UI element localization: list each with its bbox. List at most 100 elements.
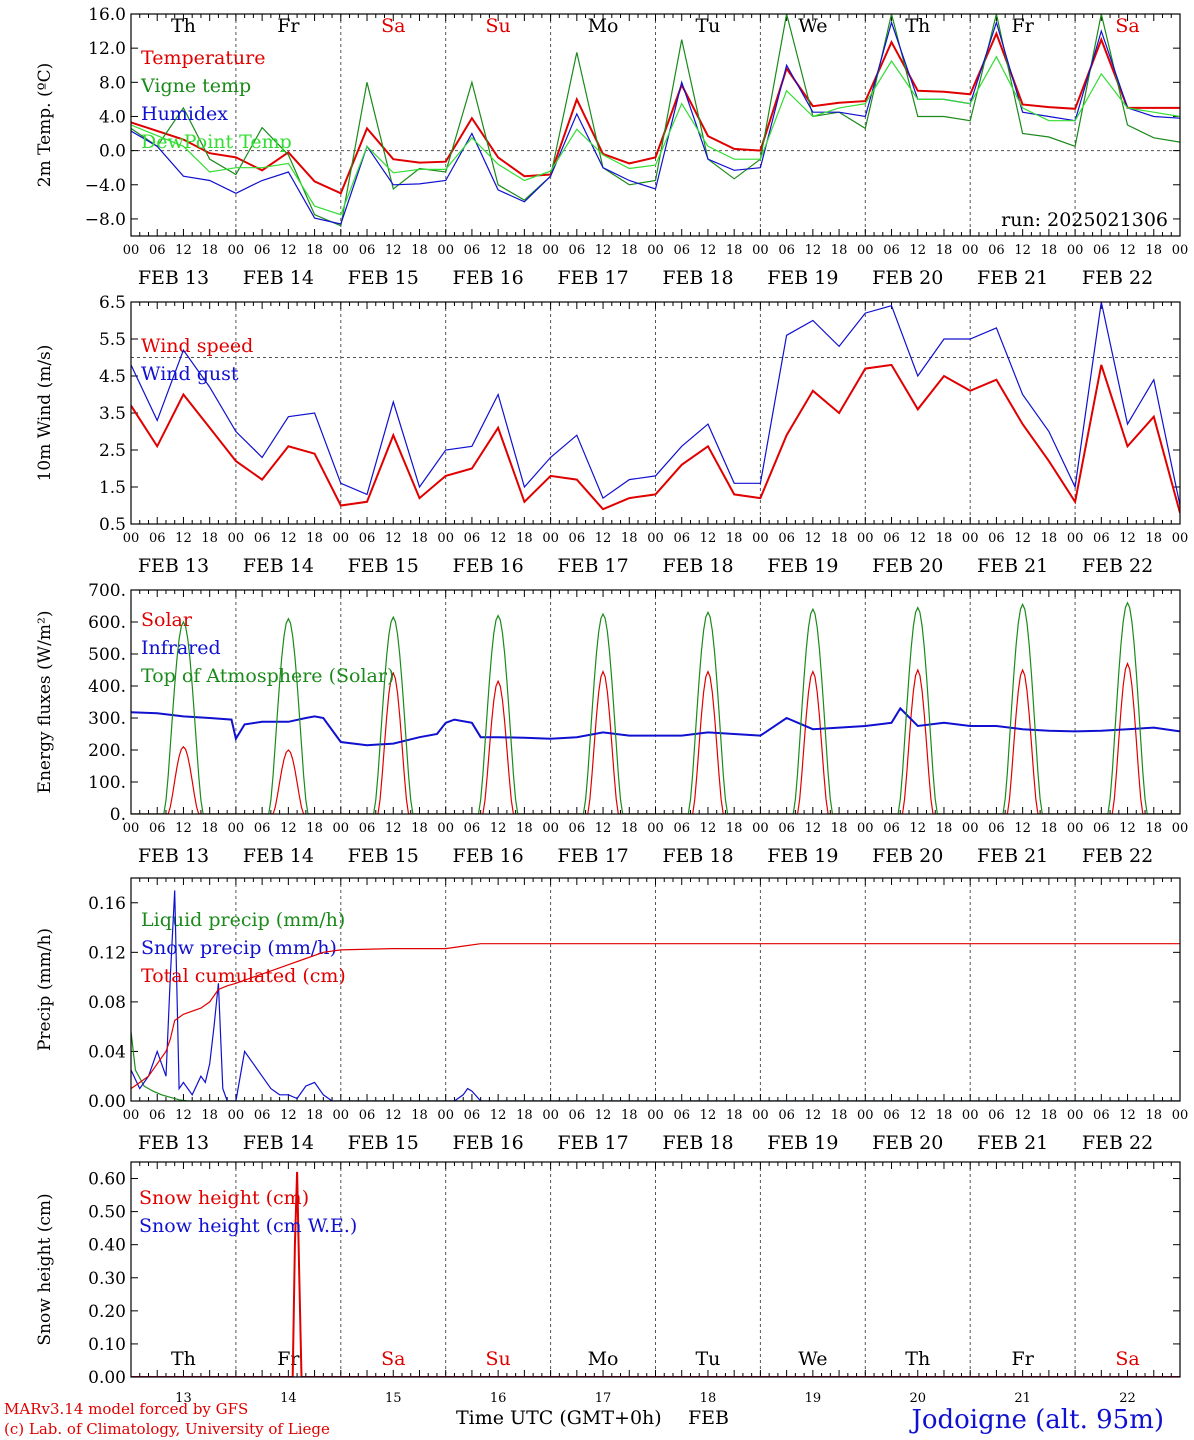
y-tick-label: 700. bbox=[88, 581, 126, 601]
hour-tick-label: 06 bbox=[569, 243, 586, 258]
y-tick-label: −8.0 bbox=[85, 210, 126, 230]
hour-tick-label: 00 bbox=[647, 821, 664, 836]
y-tick-label: 0.08 bbox=[88, 993, 126, 1013]
hour-tick-label: 06 bbox=[254, 243, 271, 258]
hour-tick-label: 12 bbox=[805, 243, 822, 258]
weekday-label: Fr bbox=[277, 1348, 300, 1370]
hour-tick-label: 18 bbox=[831, 1108, 848, 1123]
hour-tick-label: 00 bbox=[228, 1108, 245, 1123]
hour-tick-label: 12 bbox=[700, 1108, 717, 1123]
hour-tick-label: 00 bbox=[123, 1108, 140, 1123]
day-label: FEB 14 bbox=[243, 555, 314, 577]
hour-tick-label: 00 bbox=[542, 243, 559, 258]
hour-tick-label: 06 bbox=[359, 1108, 376, 1123]
hour-tick-label: 12 bbox=[175, 1108, 192, 1123]
plot-frame bbox=[130, 877, 1181, 1102]
hour-tick-label: 12 bbox=[909, 531, 926, 546]
y-axis-label: Snow height (cm) bbox=[35, 1193, 55, 1345]
legend-entry: Total cumulated (cm) bbox=[141, 965, 346, 987]
weekday-label: Fr bbox=[1012, 1348, 1035, 1370]
hour-tick-label: 00 bbox=[123, 531, 140, 546]
hour-tick-label: 06 bbox=[673, 1108, 690, 1123]
hour-tick-label: 06 bbox=[673, 531, 690, 546]
y-tick-label: 400. bbox=[88, 677, 126, 697]
hour-tick-label: 06 bbox=[988, 531, 1005, 546]
hour-tick-label: 00 bbox=[333, 821, 350, 836]
y-tick-label: 0.5 bbox=[99, 515, 126, 535]
day-label: FEB 18 bbox=[662, 267, 733, 289]
hour-tick-label: 18 bbox=[201, 531, 218, 546]
hour-tick-label: 06 bbox=[883, 1108, 900, 1123]
day-number-label: 19 bbox=[805, 1391, 822, 1406]
legend-entry: Wind gust bbox=[141, 363, 239, 385]
hour-tick-label: 00 bbox=[962, 531, 979, 546]
hour-tick-label: 00 bbox=[437, 531, 454, 546]
hour-tick-label: 18 bbox=[516, 821, 533, 836]
y-tick-label: 200. bbox=[88, 741, 126, 761]
day-label: FEB 16 bbox=[453, 267, 524, 289]
hour-tick-label: 00 bbox=[1067, 531, 1084, 546]
hour-tick-label: 00 bbox=[1067, 821, 1084, 836]
weekday-label: Tu bbox=[695, 1348, 720, 1370]
day-label: FEB 16 bbox=[453, 555, 524, 577]
day-number-label: 14 bbox=[280, 1391, 297, 1406]
day-label: FEB 22 bbox=[1082, 845, 1153, 867]
hour-tick-label: 00 bbox=[1067, 243, 1084, 258]
hour-tick-label: 06 bbox=[464, 531, 481, 546]
day-label: FEB 15 bbox=[348, 555, 419, 577]
day-number-label: 13 bbox=[175, 1391, 192, 1406]
hour-tick-label: 12 bbox=[805, 821, 822, 836]
legend-entry: Humidex bbox=[141, 103, 228, 125]
day-label: FEB 18 bbox=[662, 555, 733, 577]
hour-tick-label: 00 bbox=[228, 243, 245, 258]
weekday-label: Sa bbox=[381, 15, 405, 37]
day-label: FEB 17 bbox=[557, 267, 628, 289]
hour-tick-label: 00 bbox=[857, 243, 874, 258]
legend-entry: Snow height (cm) bbox=[139, 1187, 309, 1209]
hour-tick-label: 12 bbox=[385, 243, 402, 258]
day-label: FEB 22 bbox=[1082, 555, 1153, 577]
hour-tick-label: 00 bbox=[437, 1108, 454, 1123]
hour-tick-label: 12 bbox=[385, 821, 402, 836]
day-label: FEB 18 bbox=[662, 1132, 733, 1154]
weekday-label: Su bbox=[486, 1348, 511, 1370]
hour-tick-label: 18 bbox=[306, 821, 323, 836]
series-line bbox=[131, 943, 1180, 1090]
y-tick-label: 300. bbox=[88, 709, 126, 729]
hour-tick-label: 12 bbox=[280, 1108, 297, 1123]
hour-tick-label: 06 bbox=[359, 531, 376, 546]
hour-tick-label: 18 bbox=[936, 1108, 953, 1123]
hour-tick-label: 00 bbox=[962, 1108, 979, 1123]
y-axis-label: 10m Wind (m/s) bbox=[35, 345, 55, 482]
hour-tick-label: 12 bbox=[909, 243, 926, 258]
hour-tick-label: 12 bbox=[805, 531, 822, 546]
y-tick-label: 0.16 bbox=[88, 894, 126, 914]
y-tick-label: 0.04 bbox=[88, 1042, 126, 1062]
hour-tick-label: 00 bbox=[647, 243, 664, 258]
day-label: FEB 21 bbox=[977, 1132, 1048, 1154]
hour-tick-label: 00 bbox=[123, 243, 140, 258]
hour-tick-label: 18 bbox=[726, 1108, 743, 1123]
hour-tick-label: 06 bbox=[778, 243, 795, 258]
hour-tick-label: 06 bbox=[464, 1108, 481, 1123]
y-tick-label: 0.12 bbox=[88, 943, 126, 963]
hour-tick-label: 00 bbox=[1172, 531, 1189, 546]
y-tick-label: 4.0 bbox=[99, 107, 126, 127]
hour-tick-label: 12 bbox=[1014, 1108, 1031, 1123]
hour-tick-label: 06 bbox=[778, 821, 795, 836]
hour-tick-label: 18 bbox=[201, 243, 218, 258]
series-line bbox=[131, 55, 1180, 216]
hour-tick-label: 00 bbox=[542, 1108, 559, 1123]
hour-tick-label: 12 bbox=[385, 531, 402, 546]
hour-tick-label: 06 bbox=[359, 243, 376, 258]
day-label: FEB 20 bbox=[872, 1132, 943, 1154]
hour-tick-label: 18 bbox=[621, 243, 638, 258]
hour-tick-label: 18 bbox=[411, 531, 428, 546]
hour-tick-label: 18 bbox=[936, 531, 953, 546]
y-tick-label: 4.5 bbox=[99, 367, 126, 387]
hour-tick-label: 00 bbox=[437, 821, 454, 836]
y-tick-label: 1.5 bbox=[99, 478, 126, 498]
hour-tick-label: 12 bbox=[280, 243, 297, 258]
y-tick-label: 500. bbox=[88, 645, 126, 665]
legend-entry: DewPoint Temp bbox=[141, 131, 292, 153]
